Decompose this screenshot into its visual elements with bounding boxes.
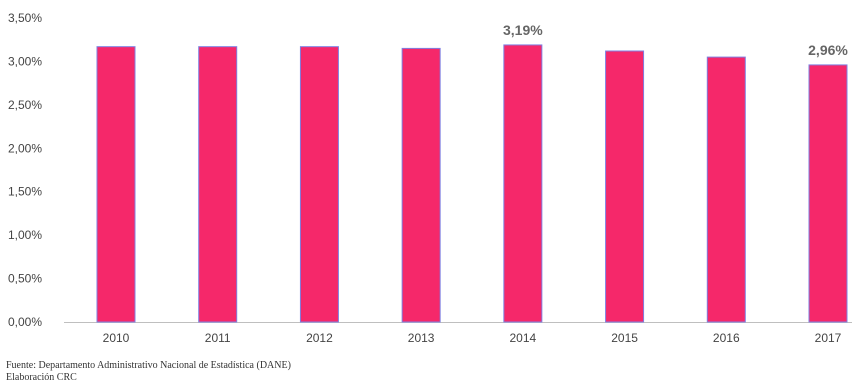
bar-2012: [299, 46, 339, 323]
y-tick-label: 3,50%: [8, 11, 42, 25]
x-tick-label: 2012: [306, 331, 333, 345]
y-tick-label: 0,00%: [8, 315, 42, 329]
source-note: Fuente: Departamento Administrativo Naci…: [6, 360, 291, 371]
x-axis: 2010 2011 2012 2013 2014 2015 2016 2017: [103, 331, 842, 345]
x-tick-label: 2011: [205, 331, 231, 345]
chart-footer: Fuente: Departamento Administrativo Naci…: [6, 360, 291, 384]
bar-2016: [706, 56, 746, 323]
y-tick-label: 0,50%: [8, 272, 42, 286]
y-axis: 0,00% 0,50% 1,00% 1,50% 2,00% 2,50% 3,00% 3,50%: [8, 11, 42, 329]
data-label-2017: 2,96%: [808, 42, 848, 58]
x-tick-label: 2017: [815, 331, 842, 345]
x-tick-label: 2010: [103, 331, 130, 345]
data-label-2014: 3,19%: [503, 22, 543, 38]
x-tick-label: 2015: [611, 331, 638, 345]
y-tick-label: 2,00%: [8, 141, 42, 155]
y-tick-label: 1,50%: [8, 185, 42, 199]
bar-2013: [401, 47, 441, 323]
bar-chart: 0,00% 0,50% 1,00% 1,50% 2,00% 2,50% 3,00% 3,50%…: [8, 11, 852, 345]
y-tick-label: 1,00%: [8, 228, 42, 242]
bars: [96, 44, 848, 323]
bar-2015: [605, 50, 645, 323]
bar-2010: [96, 46, 136, 323]
x-tick-label: 2013: [408, 331, 435, 345]
y-tick-label: 2,50%: [8, 98, 42, 112]
bar-2014: [503, 44, 543, 323]
y-tick-label: 3,00%: [8, 54, 42, 68]
x-tick-label: 2016: [713, 331, 740, 345]
credit-note: Elaboración CRC: [6, 372, 77, 383]
data-labels: 3,19% 2,96%: [503, 22, 848, 58]
bar-2011: [198, 46, 238, 323]
bar-2017: [808, 64, 848, 323]
x-tick-label: 2014: [510, 331, 537, 345]
